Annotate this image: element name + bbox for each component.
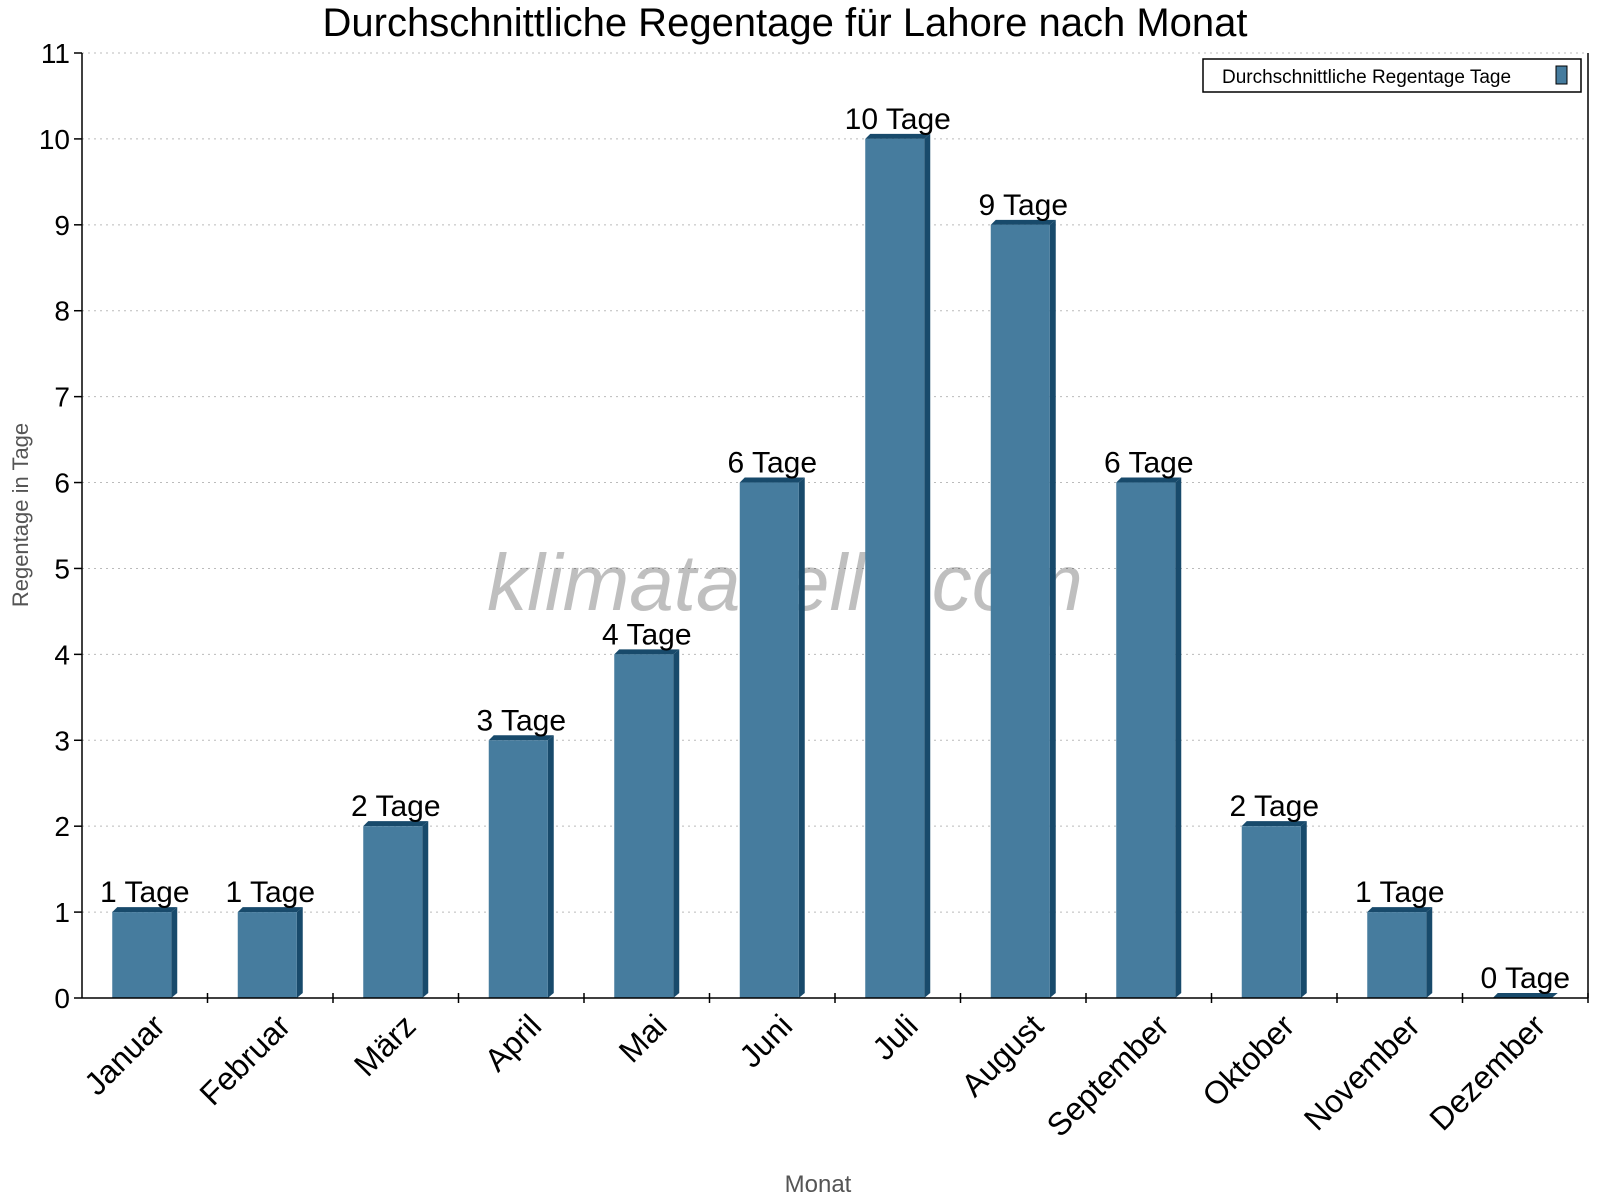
x-tick-label: April [477,1007,548,1078]
bar-top [237,907,303,913]
bar-top [739,477,805,483]
x-tick-label: November [1297,1007,1427,1137]
y-tick-label: 9 [54,210,70,241]
y-tick-label: 4 [54,639,70,670]
data-label: 1 Tage [100,876,190,909]
bar [990,224,1050,998]
x-tick-label: Dezember [1422,1007,1552,1137]
bars [112,133,1558,999]
x-tick-label: Oktober [1195,1007,1301,1113]
bar [363,826,423,998]
bar-top [112,907,178,913]
y-axis-label: Regentage in Tage [8,423,33,607]
data-label: 1 Tage [225,876,315,909]
bar-side [547,735,554,998]
bar-top [1241,821,1307,827]
bar-top [488,735,554,741]
x-tick-label: September [1040,1007,1176,1143]
data-label: 4 Tage [602,618,692,651]
bar-side [1426,907,1433,998]
legend[interactable]: Durchschnittliche Regentage Tage [1202,58,1582,93]
data-label: 3 Tage [476,704,566,737]
bar [112,912,172,998]
chart-title: Durchschnittliche Regentage für Lahore n… [323,1,1248,45]
legend-box [1202,58,1582,93]
y-tick-label: 6 [54,468,70,499]
data-label: 2 Tage [1229,790,1319,823]
y-tick-label: 7 [54,382,70,413]
bar-top [865,133,931,139]
bar-top [990,219,1056,225]
y-tick-label: 5 [54,553,70,584]
bar-side [1300,821,1307,998]
bar [237,912,297,998]
bar-side [171,907,178,998]
data-label: 9 Tage [978,189,1068,222]
legend-label: Durchschnittliche Regentage Tage [1222,67,1511,88]
bar-side [798,477,805,999]
y-tick-label: 2 [54,811,70,842]
bar [1241,826,1301,998]
bar-side [1175,477,1182,999]
data-label: 0 Tage [1480,962,1570,995]
bar [1367,912,1427,998]
data-label: 1 Tage [1355,876,1445,909]
bar-side [296,907,303,998]
data-label: 2 Tage [351,790,441,823]
y-tick-label: 1 [54,897,70,928]
bar-top [614,649,680,655]
bar [488,740,548,998]
y-tick-label: 0 [54,983,70,1014]
data-label: 6 Tage [1104,447,1194,480]
bar-side [673,649,680,998]
legend-swatch [1555,65,1568,85]
bar-side [422,821,429,998]
x-tick-label: März [347,1007,423,1083]
data-labels: 1 Tage 1 Tage 2 Tage 3 Tage 4 Tage 6 Tage 10 T… [100,103,1570,995]
bar-top [1367,907,1433,913]
x-axis-label: Monat [785,1171,852,1198]
bar [865,138,925,999]
bar-top [363,821,429,827]
bar-top [1492,993,1558,998]
x-tick-label: Juli [865,1007,924,1066]
data-label: 6 Tage [727,447,817,480]
x-tick-label: Mai [612,1007,674,1069]
bar [614,654,674,998]
bar-side [1049,219,1056,998]
bar-top [1116,477,1182,483]
y-tick-label: 11 [41,38,70,69]
y-tick-label: 3 [54,725,70,756]
bar [1116,482,1176,999]
grid-lines [82,52,1588,913]
x-tick-label: Juni [732,1007,799,1074]
x-tick-label: August [954,1007,1050,1103]
y-tick-label: 8 [54,296,70,327]
data-label: 10 Tage [845,103,951,136]
x-tick-label: Januar [77,1007,172,1102]
bar-side [924,133,931,999]
bar [739,482,799,999]
x-tick-label: Februar [193,1007,298,1112]
y-tick-label: 10 [39,124,70,155]
